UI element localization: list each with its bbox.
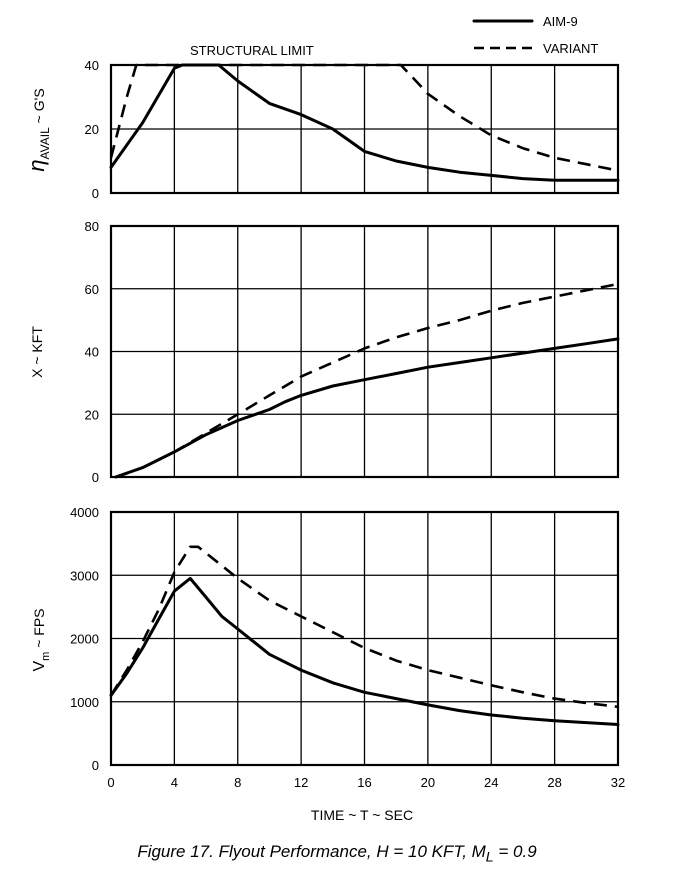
y-tick-label: 0 [92,758,99,773]
range-panel: 0 20 40 60 80 [85,219,620,485]
range-axis-label: X ~ KFT [29,326,45,378]
y-tick-label: 20 [85,407,99,422]
aim9-series-line [109,63,620,182]
legend-aim9-label: AIM-9 [543,14,578,29]
g-load-axis-label: ηAVAIL ~ G'S [24,88,52,171]
aim9-series-line [109,576,620,726]
y-tick-label: 0 [92,470,99,485]
x-tick-label: 28 [547,775,561,790]
structural-limit-annotation: STRUCTURAL LIMIT [190,43,314,58]
y-tick-label: 2000 [70,632,99,647]
y-tick-label: 20 [85,122,99,137]
y-tick-label: 4000 [70,505,99,520]
y-tick-label: 3000 [70,568,99,583]
x-tick-label: 20 [421,775,435,790]
x-tick-label: 24 [484,775,498,790]
x-tick-label: 0 [107,775,114,790]
x-tick-label: 16 [357,775,371,790]
legend-variant-label: VARIANT [543,41,598,56]
x-tick-label: 32 [611,775,625,790]
x-axis-label: TIME ~ T ~ SEC [311,807,413,823]
legend: AIM-9 VARIANT [472,14,598,56]
velocity-panel: 0 1000 2000 3000 4000 0 4 8 12 16 20 24 28 32 [70,505,625,790]
velocity-axis-label: Vm ~ FPS [31,608,52,671]
caption-tail: = 0.9 [493,842,537,861]
y-tick-label: 40 [85,58,99,73]
caption-main: Figure 17. Flyout Performance, H = 10 KF… [137,842,486,861]
x-tick-label: 8 [234,775,241,790]
variant-series-line [115,282,619,479]
y-tick-label: 0 [92,186,99,201]
y-tick-label: 1000 [70,695,99,710]
y-tick-label: 40 [85,345,99,360]
x-tick-label: 4 [171,775,178,790]
variant-series-line [109,63,619,172]
caption-subscript: L [485,849,494,866]
g-load-panel: 0 20 40 [85,58,620,201]
aim9-series-line [114,337,620,479]
x-tick-label: 12 [294,775,308,790]
plot-frame [109,510,620,767]
figure-caption: Figure 17. Flyout Performance, H = 10 KF… [0,842,674,865]
variant-series-line [109,545,619,709]
plot-frame [109,224,620,479]
y-tick-label: 60 [85,282,99,297]
y-tick-label: 80 [85,219,99,234]
